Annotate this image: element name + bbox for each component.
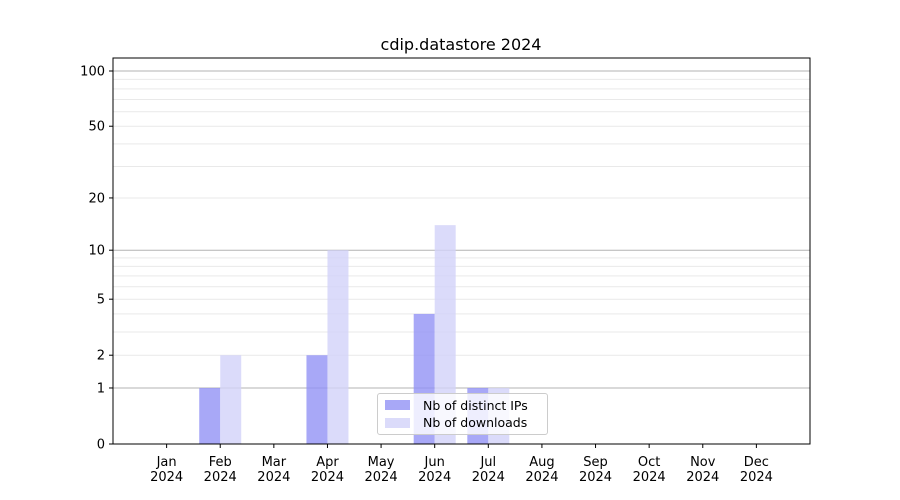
x-tick-label-month-apr: Apr — [316, 455, 339, 470]
x-tick-label-year-oct: 2024 — [633, 470, 666, 485]
x-tick-label-month-oct: Oct — [638, 455, 660, 470]
x-tick-label-month-sep: Sep — [583, 455, 608, 470]
bar-nb-of-distinct-ips-apr — [306, 355, 328, 444]
bar-nb-of-downloads-jun — [434, 225, 456, 444]
y-tick-label-10: 10 — [88, 244, 105, 259]
x-tick-label-year-apr: 2024 — [311, 470, 344, 485]
x-tick-label-year-dec: 2024 — [740, 470, 773, 485]
x-tick-label-month-nov: Nov — [690, 455, 716, 470]
bar-nb-of-distinct-ips-feb — [199, 387, 221, 444]
y-tick-label-5: 5 — [97, 293, 105, 308]
legend-item-downloads: Nb of downloads — [385, 414, 541, 431]
x-tick-label-month-jan: Jan — [156, 455, 177, 470]
y-tick-label-50: 50 — [88, 120, 105, 135]
legend-swatch-downloads — [385, 417, 410, 428]
x-tick-label-month-may: May — [368, 455, 395, 470]
bar-nb-of-downloads-feb — [220, 355, 242, 444]
legend-item-distinct-ips: Nb of distinct IPs — [385, 397, 541, 414]
legend-label-downloads: Nb of downloads — [423, 415, 528, 431]
legend-label-distinct-ips: Nb of distinct IPs — [423, 397, 528, 413]
bar-nb-of-downloads-apr — [327, 250, 349, 444]
x-tick-label-year-jan: 2024 — [150, 470, 183, 485]
legend: Nb of distinct IPs Nb of downloads — [377, 393, 548, 435]
y-tick-label-1: 1 — [97, 381, 105, 396]
x-tick-label-year-jul: 2024 — [472, 470, 505, 485]
x-tick-label-month-jul: Jul — [479, 455, 496, 470]
x-tick-label-month-mar: Mar — [262, 455, 287, 470]
y-tick-label-0: 0 — [97, 438, 105, 453]
x-tick-label-year-feb: 2024 — [204, 470, 237, 485]
x-tick-label-year-jun: 2024 — [418, 470, 451, 485]
plot-border — [112, 57, 811, 445]
y-tick-label-2: 2 — [97, 349, 105, 364]
y-tick-label-100: 100 — [80, 65, 105, 80]
legend-swatch-distinct-ips — [385, 400, 410, 411]
x-tick-label-month-feb: Feb — [209, 455, 232, 470]
chart-title: cdip.datastore 2024 — [380, 35, 542, 54]
x-tick-label-year-aug: 2024 — [525, 470, 558, 485]
x-tick-label-year-mar: 2024 — [257, 470, 290, 485]
x-tick-label-year-may: 2024 — [365, 470, 398, 485]
x-tick-label-year-nov: 2024 — [686, 470, 719, 485]
x-tick-label-month-jun: Jun — [424, 455, 445, 470]
y-tick-label-20: 20 — [88, 191, 105, 206]
x-tick-label-month-aug: Aug — [529, 455, 554, 470]
x-tick-label-year-sep: 2024 — [579, 470, 612, 485]
x-tick-label-month-dec: Dec — [744, 455, 769, 470]
